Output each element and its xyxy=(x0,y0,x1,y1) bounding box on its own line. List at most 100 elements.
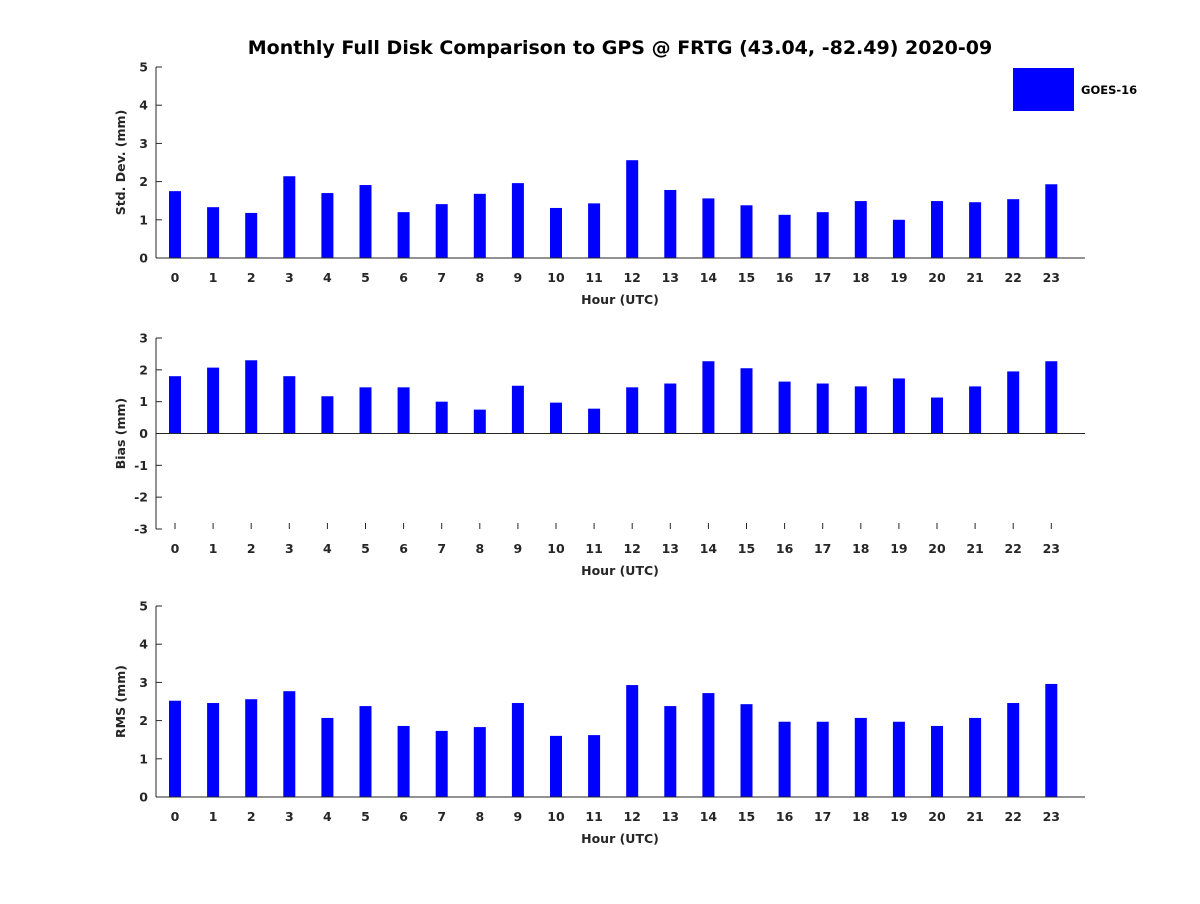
bar xyxy=(626,685,639,797)
bar xyxy=(207,207,220,258)
x-tick-label: 12 xyxy=(623,270,640,285)
bar xyxy=(664,383,677,434)
bar xyxy=(321,396,334,434)
x-tick-label: 13 xyxy=(662,809,679,824)
bar xyxy=(1007,371,1020,434)
x-tick-label: 11 xyxy=(585,541,602,556)
x-tick-label: 14 xyxy=(700,809,718,824)
bar xyxy=(931,397,943,434)
x-tick-label: 2 xyxy=(247,809,256,824)
y-tick-label: 4 xyxy=(139,637,148,652)
x-tick-label: 12 xyxy=(623,541,640,556)
x-tick-label: 13 xyxy=(662,270,679,285)
x-tick-label: 7 xyxy=(437,541,446,556)
bar xyxy=(892,219,905,258)
x-axis-label: Hour (UTC) xyxy=(581,292,659,307)
y-tick-label: 5 xyxy=(139,599,148,614)
bar xyxy=(892,378,905,434)
y-tick-label: 0 xyxy=(139,790,148,805)
bar xyxy=(626,387,639,434)
bar xyxy=(169,191,181,258)
bar xyxy=(321,717,334,797)
x-tick-label: 11 xyxy=(585,809,602,824)
y-tick-label: 4 xyxy=(139,98,148,113)
x-tick-label: 16 xyxy=(776,541,794,556)
x-tick-label: 5 xyxy=(361,270,370,285)
x-tick-label: 10 xyxy=(547,809,565,824)
bar xyxy=(473,409,486,434)
y-tick-label: 3 xyxy=(139,675,148,690)
bar xyxy=(283,176,296,258)
bar xyxy=(397,212,410,258)
bar xyxy=(473,727,486,797)
bar xyxy=(435,204,448,258)
x-tick-label: 3 xyxy=(285,809,294,824)
x-axis-label: Hour (UTC) xyxy=(581,831,659,846)
x-tick-label: 8 xyxy=(475,809,484,824)
y-tick-label: 3 xyxy=(139,331,148,346)
x-tick-label: 16 xyxy=(776,270,794,285)
x-tick-label: 1 xyxy=(209,541,218,556)
bar xyxy=(359,387,372,434)
x-tick-label: 15 xyxy=(738,541,755,556)
x-tick-label: 8 xyxy=(475,541,484,556)
bar xyxy=(969,386,982,434)
x-tick-label: 10 xyxy=(547,270,565,285)
x-tick-label: 18 xyxy=(852,541,869,556)
y-tick-label: 1 xyxy=(139,394,148,409)
bar xyxy=(854,201,867,258)
bar xyxy=(283,376,296,434)
y-tick-label: 2 xyxy=(139,174,148,189)
bar xyxy=(702,361,715,434)
x-tick-label: 0 xyxy=(171,809,180,824)
legend: GOES-16 xyxy=(1013,68,1137,111)
bar xyxy=(854,386,867,434)
bar xyxy=(245,360,258,434)
bar xyxy=(550,735,562,797)
bar xyxy=(816,721,829,797)
x-tick-label: 7 xyxy=(437,809,446,824)
bar xyxy=(931,725,943,797)
bar xyxy=(664,706,677,797)
x-tick-label: 20 xyxy=(928,270,946,285)
x-tick-label: 0 xyxy=(171,541,180,556)
x-tick-label: 6 xyxy=(399,809,408,824)
bar xyxy=(550,402,562,434)
bar xyxy=(1045,683,1058,797)
x-tick-label: 10 xyxy=(547,541,565,556)
bar xyxy=(778,721,791,797)
x-tick-label: 19 xyxy=(890,541,907,556)
chart-title: Monthly Full Disk Comparison to GPS @ FR… xyxy=(248,37,992,59)
bar xyxy=(359,185,372,258)
x-tick-label: 18 xyxy=(852,809,869,824)
y-tick-label: 0 xyxy=(139,426,148,441)
x-tick-label: 4 xyxy=(323,809,332,824)
y-tick-label: 2 xyxy=(139,362,148,377)
bar xyxy=(397,387,410,434)
x-tick-label: 2 xyxy=(247,541,256,556)
x-tick-label: 19 xyxy=(890,270,907,285)
y-tick-label: 2 xyxy=(139,713,148,728)
bar xyxy=(321,193,334,258)
x-tick-label: 21 xyxy=(966,809,983,824)
x-tick-label: 6 xyxy=(399,270,408,285)
bar xyxy=(740,704,753,797)
bar xyxy=(931,201,943,258)
bar xyxy=(778,214,791,258)
bar xyxy=(664,190,677,258)
bar xyxy=(1007,199,1020,258)
x-tick-label: 14 xyxy=(700,270,718,285)
x-tick-label: 12 xyxy=(623,809,640,824)
x-tick-label: 20 xyxy=(928,809,946,824)
bar xyxy=(588,735,601,797)
bar xyxy=(969,717,982,797)
x-tick-label: 3 xyxy=(285,270,294,285)
x-tick-label: 11 xyxy=(585,270,602,285)
bar xyxy=(359,706,372,797)
x-tick-label: 1 xyxy=(209,809,218,824)
y-tick-label: -1 xyxy=(134,458,148,473)
